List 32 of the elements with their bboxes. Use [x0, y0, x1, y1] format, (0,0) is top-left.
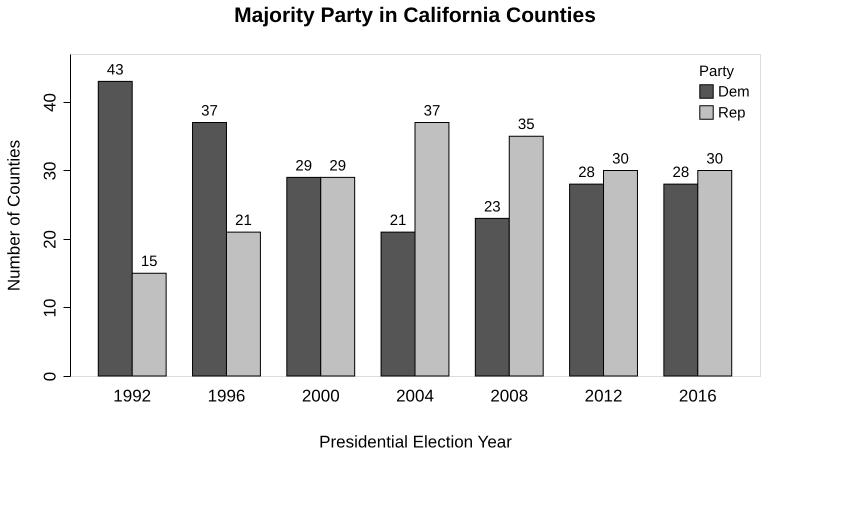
- chart-title: Majority Party in California Counties: [234, 4, 596, 27]
- data-label: 29: [329, 157, 346, 174]
- legend-title: Party: [699, 63, 735, 80]
- x-axis-title: Presidential Election Year: [319, 432, 512, 452]
- data-label: 21: [235, 212, 252, 230]
- y-tick-label: 20: [40, 230, 60, 249]
- data-label: 37: [424, 102, 440, 120]
- y-axis-title: Number of Counties: [4, 140, 24, 292]
- y-tick-label: 10: [40, 298, 60, 318]
- x-tick-label: 2012: [584, 386, 622, 406]
- y-tick-label: 30: [40, 162, 60, 180]
- x-tick-label: 2008: [490, 386, 528, 406]
- x-tick-label: 1996: [208, 386, 246, 406]
- data-label: 29: [295, 157, 312, 174]
- data-label: 43: [106, 61, 124, 78]
- data-label: 35: [518, 116, 535, 134]
- y-tick-label: 40: [40, 92, 60, 112]
- data-label: 30: [612, 150, 629, 168]
- x-tick-label: 2016: [678, 386, 717, 406]
- x-tick-label: 2004: [396, 386, 434, 406]
- x-tick-label: 2000: [302, 386, 340, 406]
- legend-label: Rep: [718, 104, 746, 122]
- x-tick-label: 1992: [113, 386, 152, 406]
- y-tick-label: 0: [40, 372, 60, 382]
- data-label: 28: [672, 164, 690, 182]
- data-label: 28: [578, 164, 595, 182]
- data-label: 15: [140, 253, 158, 270]
- data-label: 37: [201, 102, 218, 120]
- data-label: 30: [706, 150, 724, 168]
- legend-label: Dem: [718, 84, 750, 100]
- data-label: 21: [390, 212, 406, 230]
- data-label: 23: [484, 198, 501, 216]
